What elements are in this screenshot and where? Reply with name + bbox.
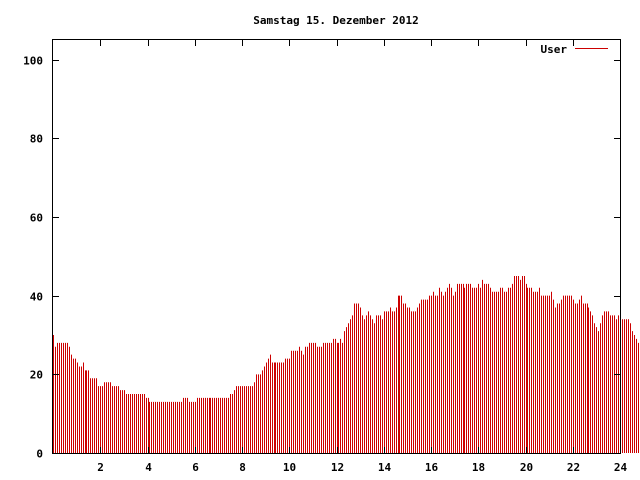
x-tick-label: 6	[192, 461, 199, 474]
y-axis: 0 20 40 60 80 100	[23, 55, 620, 461]
y-tick-label: 60	[30, 212, 43, 225]
x-tick-label: 16	[425, 461, 439, 474]
bar-series-user	[53, 276, 639, 453]
y-tick-label: 0	[36, 448, 43, 461]
x-tick-label: 14	[378, 461, 392, 474]
y-tick-label: 40	[30, 291, 43, 304]
y-tick-label: 20	[30, 369, 43, 382]
x-tick-label: 8	[239, 461, 246, 474]
x-tick-label: 24	[614, 461, 628, 474]
x-tick-label: 18	[472, 461, 485, 474]
legend: User	[541, 43, 608, 56]
chart-title: Samstag 15. Dezember 2012	[253, 14, 419, 27]
y-tick-label: 80	[30, 133, 43, 146]
plot-frame	[52, 39, 621, 454]
x-tick-label: 20	[520, 461, 533, 474]
y-tick-label: 100	[23, 55, 43, 68]
legend-label: User	[541, 43, 568, 56]
x-tick-label: 12	[331, 461, 344, 474]
x-tick-label: 10	[283, 461, 296, 474]
x-axis: 2 4 6 8 10 12 14 16 18 20 22 24	[97, 40, 627, 474]
x-tick-label: 2	[97, 461, 104, 474]
x-tick-label: 22	[567, 461, 580, 474]
x-tick-label: 4	[145, 461, 152, 474]
